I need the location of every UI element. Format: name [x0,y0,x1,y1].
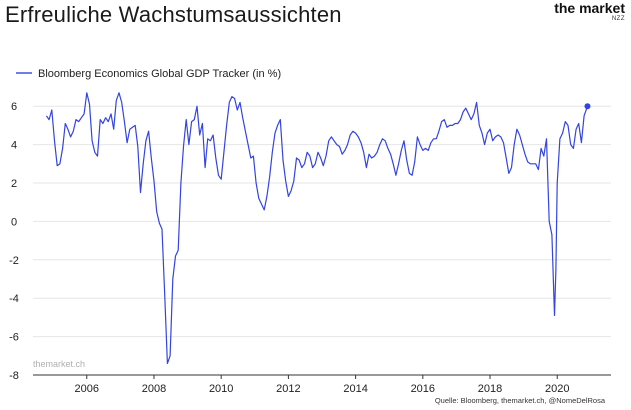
x-tick-label: 2018 [478,383,502,395]
y-tick-label: 2 [11,178,17,190]
chart-legend: Bloomberg Economics Global GDP Tracker (… [16,68,281,80]
brand-logo[interactable]: the market NZZ [554,1,625,23]
y-tick-label: -8 [9,370,19,382]
x-tick-label: 2014 [343,383,367,395]
x-tick-label: 2016 [411,383,435,395]
grid-lines [33,105,611,338]
watermark: themarket.ch [33,359,86,369]
y-tick-label: 0 [11,216,17,228]
series-group [45,92,591,365]
x-tick-label: 2008 [142,383,166,395]
x-tick-label: 2020 [545,383,569,395]
x-tick-label: 2012 [276,383,300,395]
y-axis-ticks: -8 -6 -4 -2 0 2 4 6 [9,101,19,382]
source-note: Quelle: Bloomberg, themarket.ch, @NomeDe… [434,396,605,405]
series-line [45,92,589,365]
page-title: Erfreuliche Wachstumsaussichten [5,2,342,27]
y-tick-label: -4 [9,293,19,305]
x-tick-label: 2006 [75,383,99,395]
y-tick-label: -2 [9,255,19,267]
y-tick-label: -6 [9,332,19,344]
x-tick-label: 2010 [209,383,233,395]
logo-subtitle: NZZ [611,16,625,22]
logo-wordmark: the market [554,0,625,16]
last-value-marker [584,103,591,110]
y-tick-label: 6 [11,101,17,113]
x-axis-ticks: 2006 2008 2010 2012 2014 2016 2018 2020 [75,375,569,395]
legend-label: Bloomberg Economics Global GDP Tracker (… [38,68,281,80]
y-tick-label: 4 [11,140,17,152]
